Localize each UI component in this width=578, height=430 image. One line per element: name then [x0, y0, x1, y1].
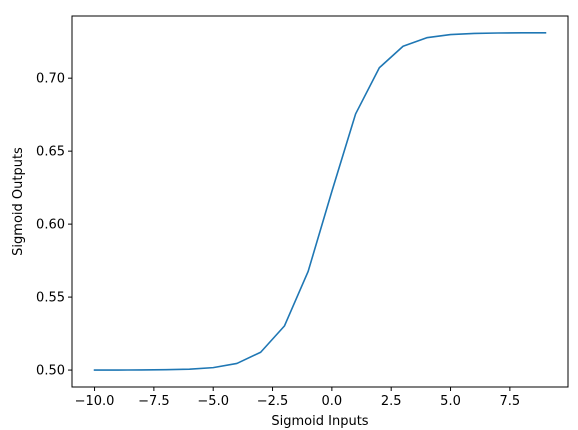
x-tick-label: 2.5: [381, 394, 402, 409]
series-layer: [93, 31, 547, 371]
series-line-0: [93, 31, 547, 371]
x-tick-label: 5.0: [440, 394, 461, 409]
y-axis-ticks: 0.50 0.55 0.60 0.65 0.70: [36, 72, 72, 379]
x-tick-label: 7.5: [500, 394, 521, 409]
y-tick-label: 0.60: [36, 218, 65, 233]
x-tick-label: 0.0: [322, 394, 343, 409]
y-axis-label: Sigmoid Outputs: [11, 147, 26, 256]
y-tick-label: 0.70: [36, 72, 65, 87]
x-tick-label: −10.0: [75, 394, 115, 409]
plot-frame: [71, 15, 569, 388]
x-tick-label: −2.5: [257, 394, 289, 409]
x-tick-label: −7.5: [138, 394, 170, 409]
x-tick-label: −5.0: [197, 394, 229, 409]
x-axis-ticks: −10.0 −7.5 −5.0 −2.5 0.0 2.5 5.0 7.5: [75, 387, 521, 409]
x-axis-label: Sigmoid Inputs: [271, 414, 368, 429]
y-tick-label: 0.55: [36, 291, 65, 306]
y-tick-label: 0.50: [36, 364, 65, 379]
y-tick-label: 0.65: [36, 145, 65, 160]
plot-area-background: [72, 16, 568, 387]
